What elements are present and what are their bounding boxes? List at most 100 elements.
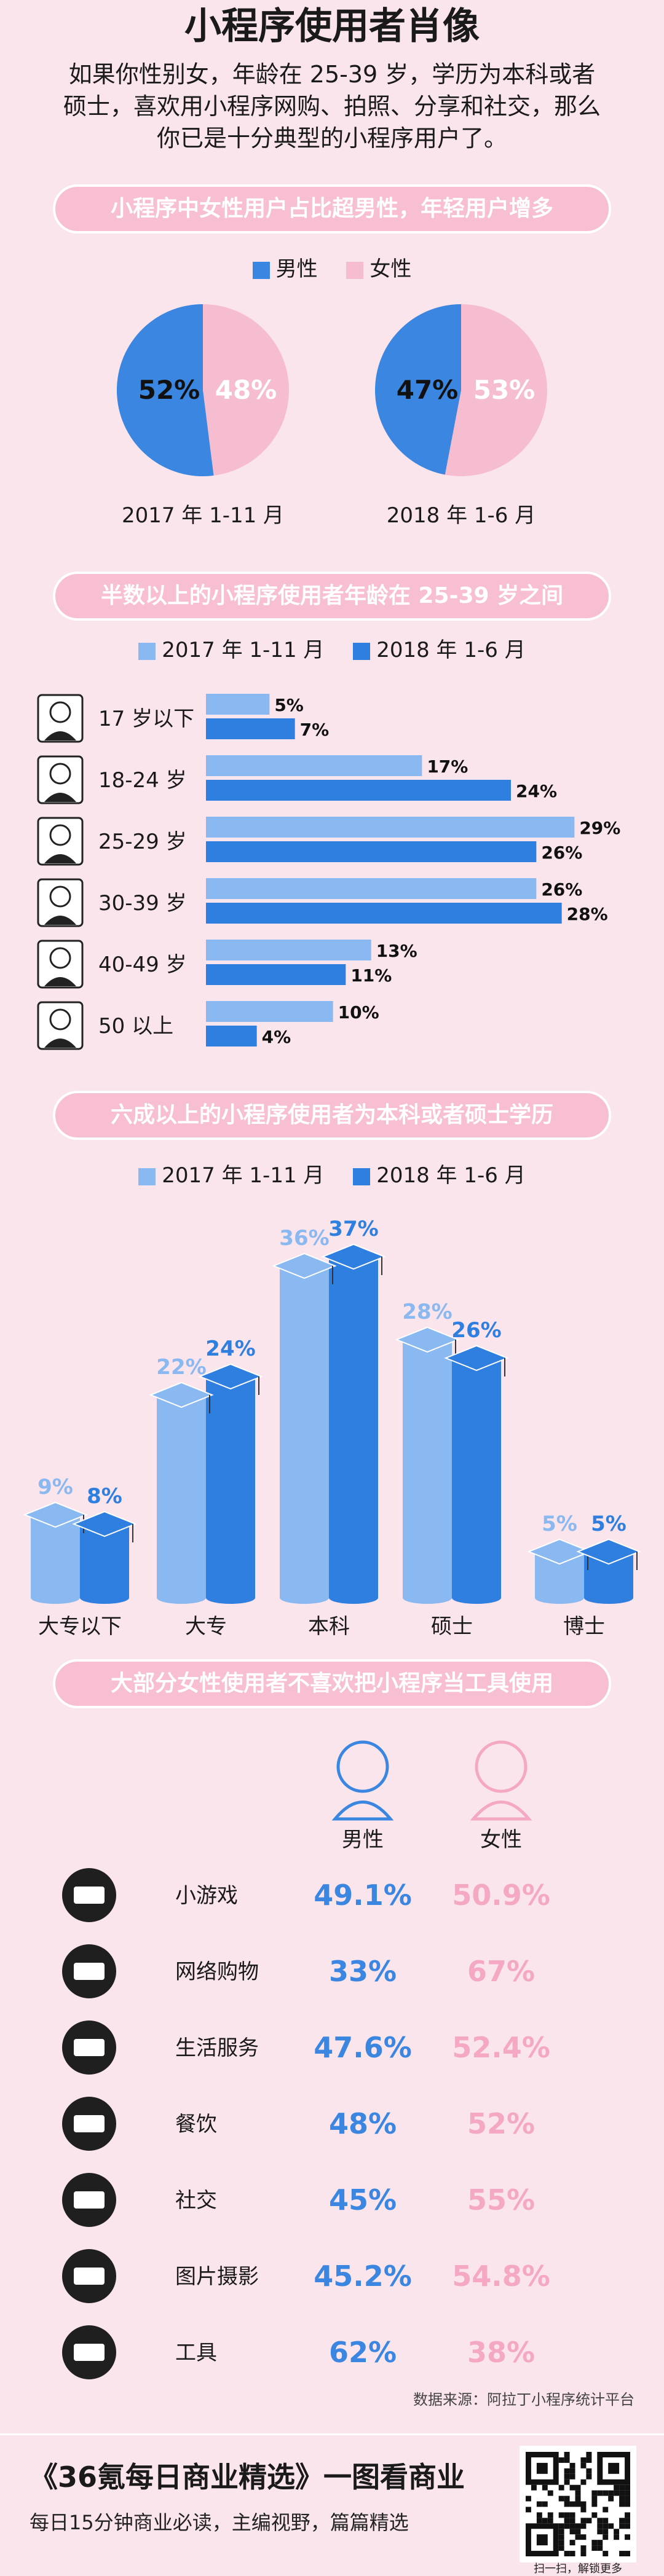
person-icon: [37, 755, 84, 804]
usage-category-label: 小游戏: [175, 1883, 238, 1908]
pie-1-slice-male: [375, 304, 461, 475]
camera-aperture-icon: [62, 2249, 116, 2303]
footer-subtitle: 每日15分钟商业必读，主编视野，篇篇精选: [30, 2511, 409, 2534]
legend-swatch-p2: [353, 642, 371, 660]
male-avatar-icon: [331, 1740, 394, 1821]
edu-category-label: 本科: [308, 1614, 350, 1639]
edu-category-label: 大专以下: [38, 1614, 122, 1639]
column-header-male: 男性: [342, 1828, 384, 1852]
usage-female-value: 50.9%: [452, 1879, 550, 1912]
age-category-label: 25-29 岁: [98, 830, 187, 854]
age-bar-2017-label: 13%: [376, 941, 417, 961]
data-source: 数据来源：阿拉丁小程序统计平台: [413, 2391, 634, 2408]
edu-bar-2017-label: 36%: [279, 1226, 329, 1251]
pie-1-slice-female: [445, 304, 548, 476]
legend-female-label: 女性: [370, 257, 412, 281]
usage-male-value: 48%: [329, 2107, 397, 2140]
edu-bar-2017: [403, 1340, 452, 1598]
edu-bar-2017: [31, 1515, 80, 1598]
edu-bar-2017-label: 22%: [156, 1355, 206, 1380]
column-header-female: 女性: [480, 1828, 522, 1852]
age-bar-2017: [206, 817, 575, 838]
legend-p1-edu: 2017 年 1-11 月: [138, 1158, 324, 1188]
footer-title: 《36氪每日商业精选》一图看商业: [30, 2460, 465, 2494]
edu-bar-2017-label: 5%: [542, 1512, 577, 1536]
legend-swatch-p2-edu: [353, 1168, 371, 1185]
section-banner-usage: 大部分女性使用者不喜欢把小程序当工具使用: [53, 1659, 611, 1708]
legend-p1-edu-label: 2017 年 1-11 月: [162, 1163, 325, 1188]
age-bar-2017: [206, 878, 537, 899]
basket-icon: [62, 1944, 116, 1998]
person-icon: [37, 940, 84, 989]
usage-male-value: 45.2%: [314, 2260, 412, 2293]
legend-p2-label: 2018 年 1-6 月: [376, 638, 526, 662]
age-bar-2018-label: 4%: [262, 1027, 291, 1047]
section-banner-edu: 六成以上的小程序使用者为本科或者硕士学历: [53, 1091, 611, 1140]
usage-female-value: 38%: [467, 2336, 535, 2369]
pie-1-title: 2018 年 1-6 月: [387, 503, 536, 528]
usage-male-value: 45%: [329, 2183, 397, 2217]
age-bar-2017: [206, 1001, 333, 1022]
age-bar-2018: [206, 903, 562, 924]
graduation-cap-icon: [444, 1345, 509, 1376]
age-category-label: 50 以上: [98, 1014, 173, 1039]
edu-bar-2018-label: 26%: [451, 1318, 501, 1343]
person-icon: [37, 1001, 84, 1050]
usage-category-label: 生活服务: [175, 2036, 259, 2060]
legend-swatch-male: [252, 261, 270, 279]
edu-bar-2018-label: 37%: [328, 1217, 378, 1241]
age-bar-2017-label: 5%: [274, 695, 304, 715]
edu-category-label: 博士: [563, 1614, 605, 1639]
age-category-label: 17 岁以下: [98, 707, 194, 731]
age-bar-2017-label: 29%: [579, 818, 620, 838]
usage-category-label: 社交: [175, 2188, 217, 2213]
gender-legend: 男性 女性: [0, 252, 664, 282]
bulb-icon: [62, 2325, 116, 2379]
age-bar-2018-label: 28%: [567, 904, 608, 924]
usage-female-value: 55%: [467, 2183, 535, 2217]
age-bar-2018-label: 7%: [300, 720, 330, 740]
section-banner-gender: 小程序中女性用户占比超男性，年轻用户增多: [53, 184, 611, 234]
footer-divider: [0, 2433, 664, 2435]
cake-icon: [62, 1868, 116, 1922]
age-bar-2018: [206, 780, 511, 801]
graduation-cap-icon: [321, 1243, 386, 1275]
age-bar-2017: [206, 755, 422, 776]
age-bar-2018-label: 11%: [350, 965, 392, 986]
card-icon: [62, 2020, 116, 2075]
gender-pie-charts: 52% 48% 2017 年 1-11 月 47% 53% 2018 年 1-6 月: [117, 304, 548, 528]
age-category-label: 18-24 岁: [98, 768, 187, 793]
qr-caption: 扫一扫，解锁更多: [534, 2562, 622, 2575]
usage-male-value: 62%: [329, 2336, 397, 2369]
graduation-cap-icon: [272, 1252, 337, 1284]
graduation-cap-icon: [72, 1510, 137, 1542]
edu-bar-2018: [329, 1257, 378, 1598]
age-bar-2017: [206, 694, 270, 715]
usage-female-value: 67%: [467, 1955, 535, 1988]
edu-bar-2017-label: 9%: [38, 1475, 73, 1499]
edu-bar-2017: [157, 1395, 206, 1598]
usage-category-label: 网络购物: [175, 1960, 259, 1984]
legend-p2-edu: 2018 年 1-6 月: [353, 1158, 526, 1188]
legend-p1: 2017 年 1-11 月: [138, 633, 324, 663]
usage-male-value: 33%: [329, 1955, 397, 1988]
age-bar-2018: [206, 964, 346, 985]
edu-bar-2017-label: 28%: [402, 1300, 452, 1324]
pie-0-slice-female: [203, 304, 290, 476]
pie-1-label-male: 47%: [397, 375, 459, 405]
edu-bar-chart: 9% 8% 大专以下 22%24% 大专 36%37% 本科 28%26% 硕士 5% 5% 博士: [23, 1217, 641, 1639]
pie-0-title: 2017 年 1-11 月: [122, 503, 284, 528]
age-legend: 2017 年 1-11 月 2018 年 1-6 月: [0, 633, 664, 663]
pie-0-label-male: 52%: [138, 375, 200, 405]
age-bar-2017-label: 17%: [427, 756, 468, 777]
edu-category-label: 大专: [185, 1614, 227, 1639]
legend-female: 女性: [346, 252, 411, 282]
usage-male-value: 49.1%: [314, 1879, 412, 1912]
age-bar-2018: [206, 841, 537, 862]
qr-code[interactable]: [520, 2446, 636, 2562]
graduation-cap-icon: [149, 1381, 214, 1413]
usage-category-label: 图片摄影: [175, 2264, 259, 2289]
usage-category-label: 工具: [175, 2341, 217, 2365]
female-avatar-icon: [470, 1740, 532, 1821]
